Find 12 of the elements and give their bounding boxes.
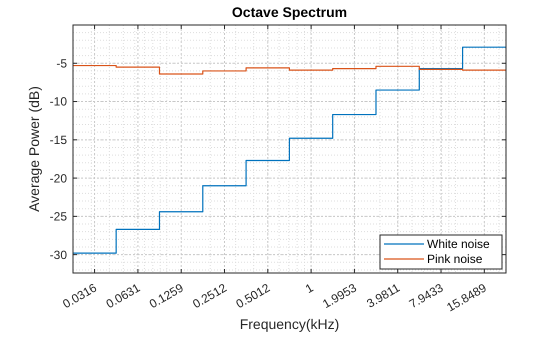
- y-tick-label: -15: [50, 133, 68, 148]
- y-tick-label: -10: [50, 94, 68, 109]
- chart-title: Octave Spectrum: [232, 4, 348, 20]
- legend-label: White noise: [427, 237, 490, 252]
- legend-label: Pink noise: [427, 252, 483, 266]
- y-tick-label: -25: [50, 210, 68, 224]
- x-tick-label: 1: [302, 280, 316, 296]
- y-tick-label: -30: [50, 248, 68, 262]
- x-axis-title: Frequency(kHz): [240, 316, 340, 332]
- y-tick-label: -20: [50, 171, 68, 186]
- y-axis-title: Average Power (dB): [26, 86, 42, 212]
- y-tick-label: -5: [56, 56, 68, 70]
